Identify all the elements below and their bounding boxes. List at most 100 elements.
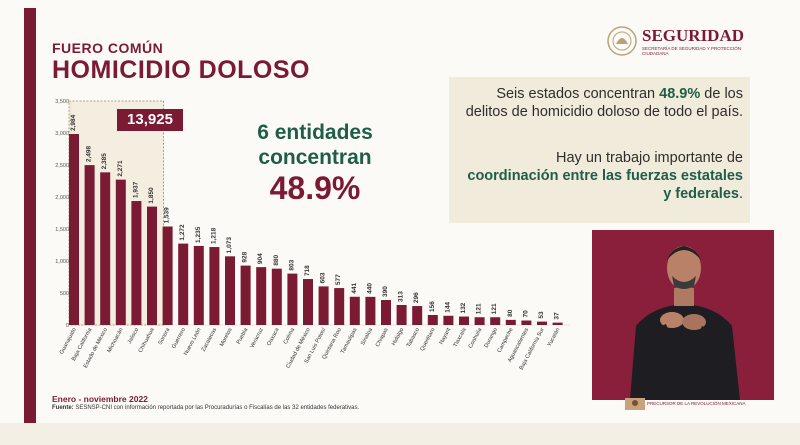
bar-value-label: 904 (257, 253, 264, 264)
note-panel: Seis estados concentran 48.9% de los del… (449, 77, 750, 223)
highlight-label: 6 entidades concentran (230, 120, 400, 170)
bar (505, 319, 516, 325)
bar-value-label: 803 (288, 259, 295, 270)
category-label: Hidalgo (391, 327, 405, 347)
bar-value-label: 2,984 (70, 114, 77, 131)
category-label: Chiapas (375, 327, 390, 348)
bar-value-label: 440 (366, 283, 373, 294)
bar-value-label: 390 (382, 286, 389, 297)
category-label: Nayarit (439, 327, 453, 346)
category-label: Sonora (158, 326, 172, 346)
highlight-total: 13,925 (117, 109, 183, 131)
bar (381, 300, 391, 325)
footer-strip (0, 423, 800, 445)
bar-value-label: 313 (398, 291, 405, 302)
y-tick-label: 3,500 (55, 99, 69, 105)
bar (537, 321, 547, 325)
portrait-icon (625, 398, 645, 410)
category-label: Sinaloa (360, 326, 374, 346)
bar (240, 265, 251, 325)
bar (178, 243, 189, 325)
sign-language-video (592, 230, 774, 400)
bar (552, 322, 563, 325)
note-p2-text: Hay un trabajo importante de (556, 150, 743, 166)
bar-value-label: 1,937 (132, 181, 139, 198)
y-tick-label: 2,500 (55, 163, 69, 169)
bar (334, 288, 345, 325)
category-label: Colima (283, 326, 297, 345)
bar-value-label: 53 (538, 311, 545, 319)
category-label: Michoacán (107, 327, 125, 354)
category-label: Coahuila (468, 326, 484, 349)
category-label: Morelos (219, 327, 234, 348)
bar (396, 304, 407, 325)
bar (84, 165, 95, 325)
category-label: Oaxaca (266, 326, 281, 347)
bar-value-label: 296 (413, 292, 420, 303)
bar (474, 317, 485, 325)
highlight-label-line1: 6 entidades (257, 121, 373, 144)
category-label: Durango (484, 327, 499, 349)
category-label: Tabasco (406, 327, 421, 348)
bar-value-label: 1,218 (210, 227, 217, 244)
bar-value-label: 156 (429, 301, 436, 312)
bar-value-label: 1,235 (195, 226, 202, 243)
bar (365, 296, 376, 325)
bar-value-label: 80 (507, 309, 514, 317)
source-note: Fuente: SESNSP-CNI con información repor… (52, 405, 359, 411)
bar (100, 172, 111, 325)
eagle-seal-icon (607, 26, 637, 56)
y-tick-label: 1,500 (55, 227, 69, 233)
bar (303, 279, 313, 325)
bar-value-label: 603 (320, 272, 327, 283)
bar-value-label: 2,498 (86, 145, 93, 162)
y-tick-label: 500 (60, 291, 69, 297)
bar (147, 206, 157, 325)
left-accent-bar (24, 8, 36, 423)
note-p2-bold: coordinación entre las fuerzas estatales… (467, 168, 743, 202)
bar-value-label: 70 (522, 310, 529, 318)
bottom-logo-text: PRECURSOR DE LA REVOLUCIÓN MEXICANA (647, 401, 746, 406)
highlight-label-line2: concentran (258, 146, 372, 169)
period-label: Enero - noviembre 2022 (52, 394, 148, 404)
category-label: Zacatecas (201, 327, 219, 353)
note-paragraph-2: Hay un trabajo importante de coordinació… (465, 149, 743, 203)
category-label: Guerrero (171, 327, 187, 350)
bar (115, 179, 126, 325)
category-label: Yucatán (547, 327, 562, 348)
bar-value-label: 441 (351, 283, 358, 294)
y-tick-label: 1,000 (55, 259, 69, 265)
category-label: Puebla (236, 326, 250, 345)
category-label: Tlaxcala (453, 326, 468, 348)
slide-title: HOMICIDIO DOLOSO (52, 56, 310, 84)
bar (225, 256, 235, 325)
bar-value-label: 132 (460, 302, 467, 313)
note-paragraph-1: Seis estados concentran 48.9% de los del… (465, 85, 743, 121)
note-p2-rest: . (738, 186, 743, 202)
bar-value-label: 2,271 (117, 160, 124, 177)
bar-value-label: 2,385 (101, 153, 108, 170)
bar (521, 320, 532, 325)
y-tick-label: 3,000 (55, 131, 69, 137)
category-label: Jalisco (127, 327, 140, 345)
bar-value-label: 37 (554, 312, 561, 320)
bar (490, 317, 501, 325)
bar-value-label: 928 (242, 251, 249, 262)
bar (69, 134, 79, 325)
logo-name: SEGURIDAD (642, 26, 745, 45)
source-label: Fuente: (52, 405, 74, 411)
y-tick-label: 2,000 (55, 195, 69, 201)
bar (412, 306, 423, 325)
y-tick-label: 0 (66, 323, 69, 329)
bar (256, 267, 267, 325)
bar-value-label: 1,073 (226, 237, 233, 254)
bar (193, 245, 204, 325)
interpreter-figure-icon (592, 230, 774, 400)
note-p1-bold: 48.9% (659, 86, 701, 102)
note-p1-rest: de los delitos de homicidio doloso de to… (465, 86, 743, 120)
bar (131, 201, 142, 325)
bar-value-label: 121 (491, 303, 498, 314)
bar-value-label: 121 (476, 303, 483, 314)
bar (162, 226, 173, 325)
